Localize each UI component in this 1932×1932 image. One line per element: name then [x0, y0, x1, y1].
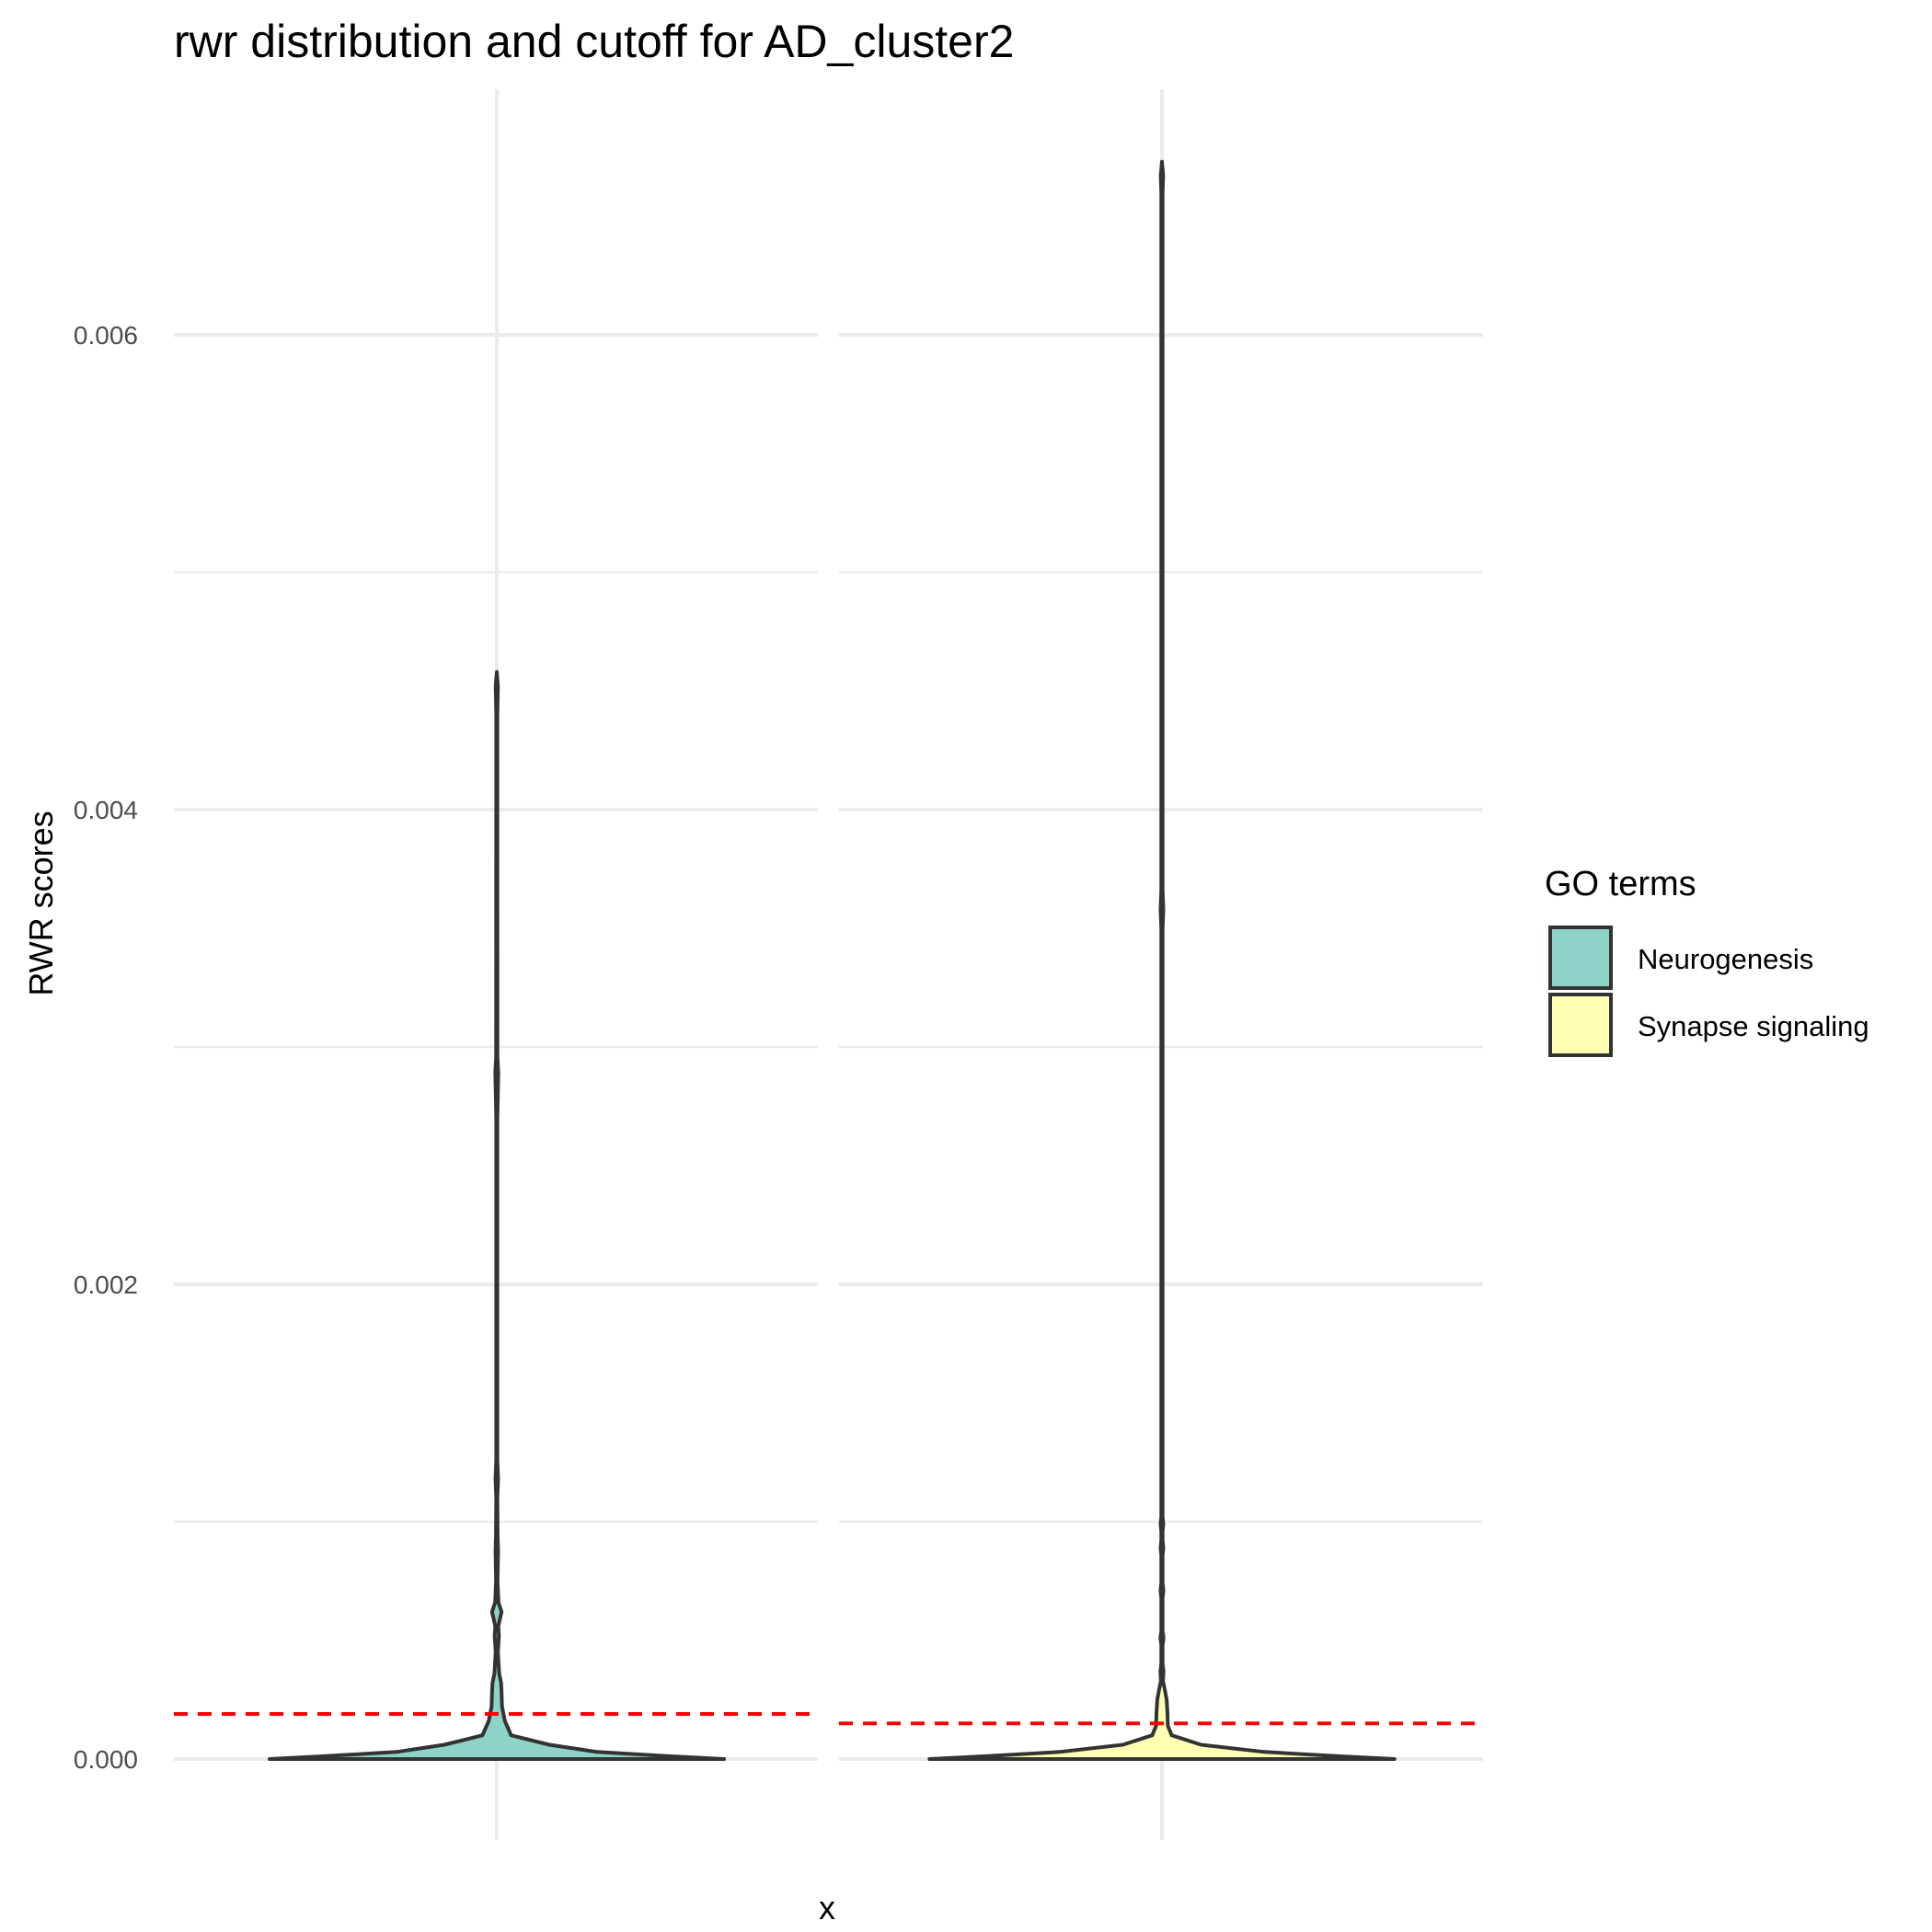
violin-synapse-signaling — [927, 159, 1397, 1761]
y-axis-title: RWR scores — [22, 811, 60, 995]
y-tick-label: 0.000 — [74, 1745, 138, 1774]
legend: GO terms Neurogenesis Synapse signaling — [1545, 865, 1869, 1057]
legend-label-synapse-signaling: Synapse signaling — [1638, 1010, 1869, 1042]
legend-label-neurogenesis: Neurogenesis — [1638, 943, 1813, 975]
chart-title: rwr distribution and cutoff for AD_clust… — [174, 16, 1014, 67]
legend-title: GO terms — [1545, 865, 1696, 903]
panel-synapse-signaling — [839, 89, 1483, 1840]
panel-neurogenesis — [174, 89, 818, 1840]
x-axis-title: x — [819, 1889, 835, 1926]
y-tick-label: 0.004 — [74, 796, 138, 824]
y-tick-label: 0.002 — [74, 1271, 138, 1299]
legend-key-synapse-signaling — [1548, 993, 1613, 1057]
legend-key-neurogenesis — [1548, 926, 1613, 990]
y-tick-label: 0.006 — [74, 321, 138, 350]
violin-neurogenesis — [268, 670, 726, 1761]
y-axis-ticks: 0.000 0.002 0.004 0.006 — [74, 321, 138, 1774]
